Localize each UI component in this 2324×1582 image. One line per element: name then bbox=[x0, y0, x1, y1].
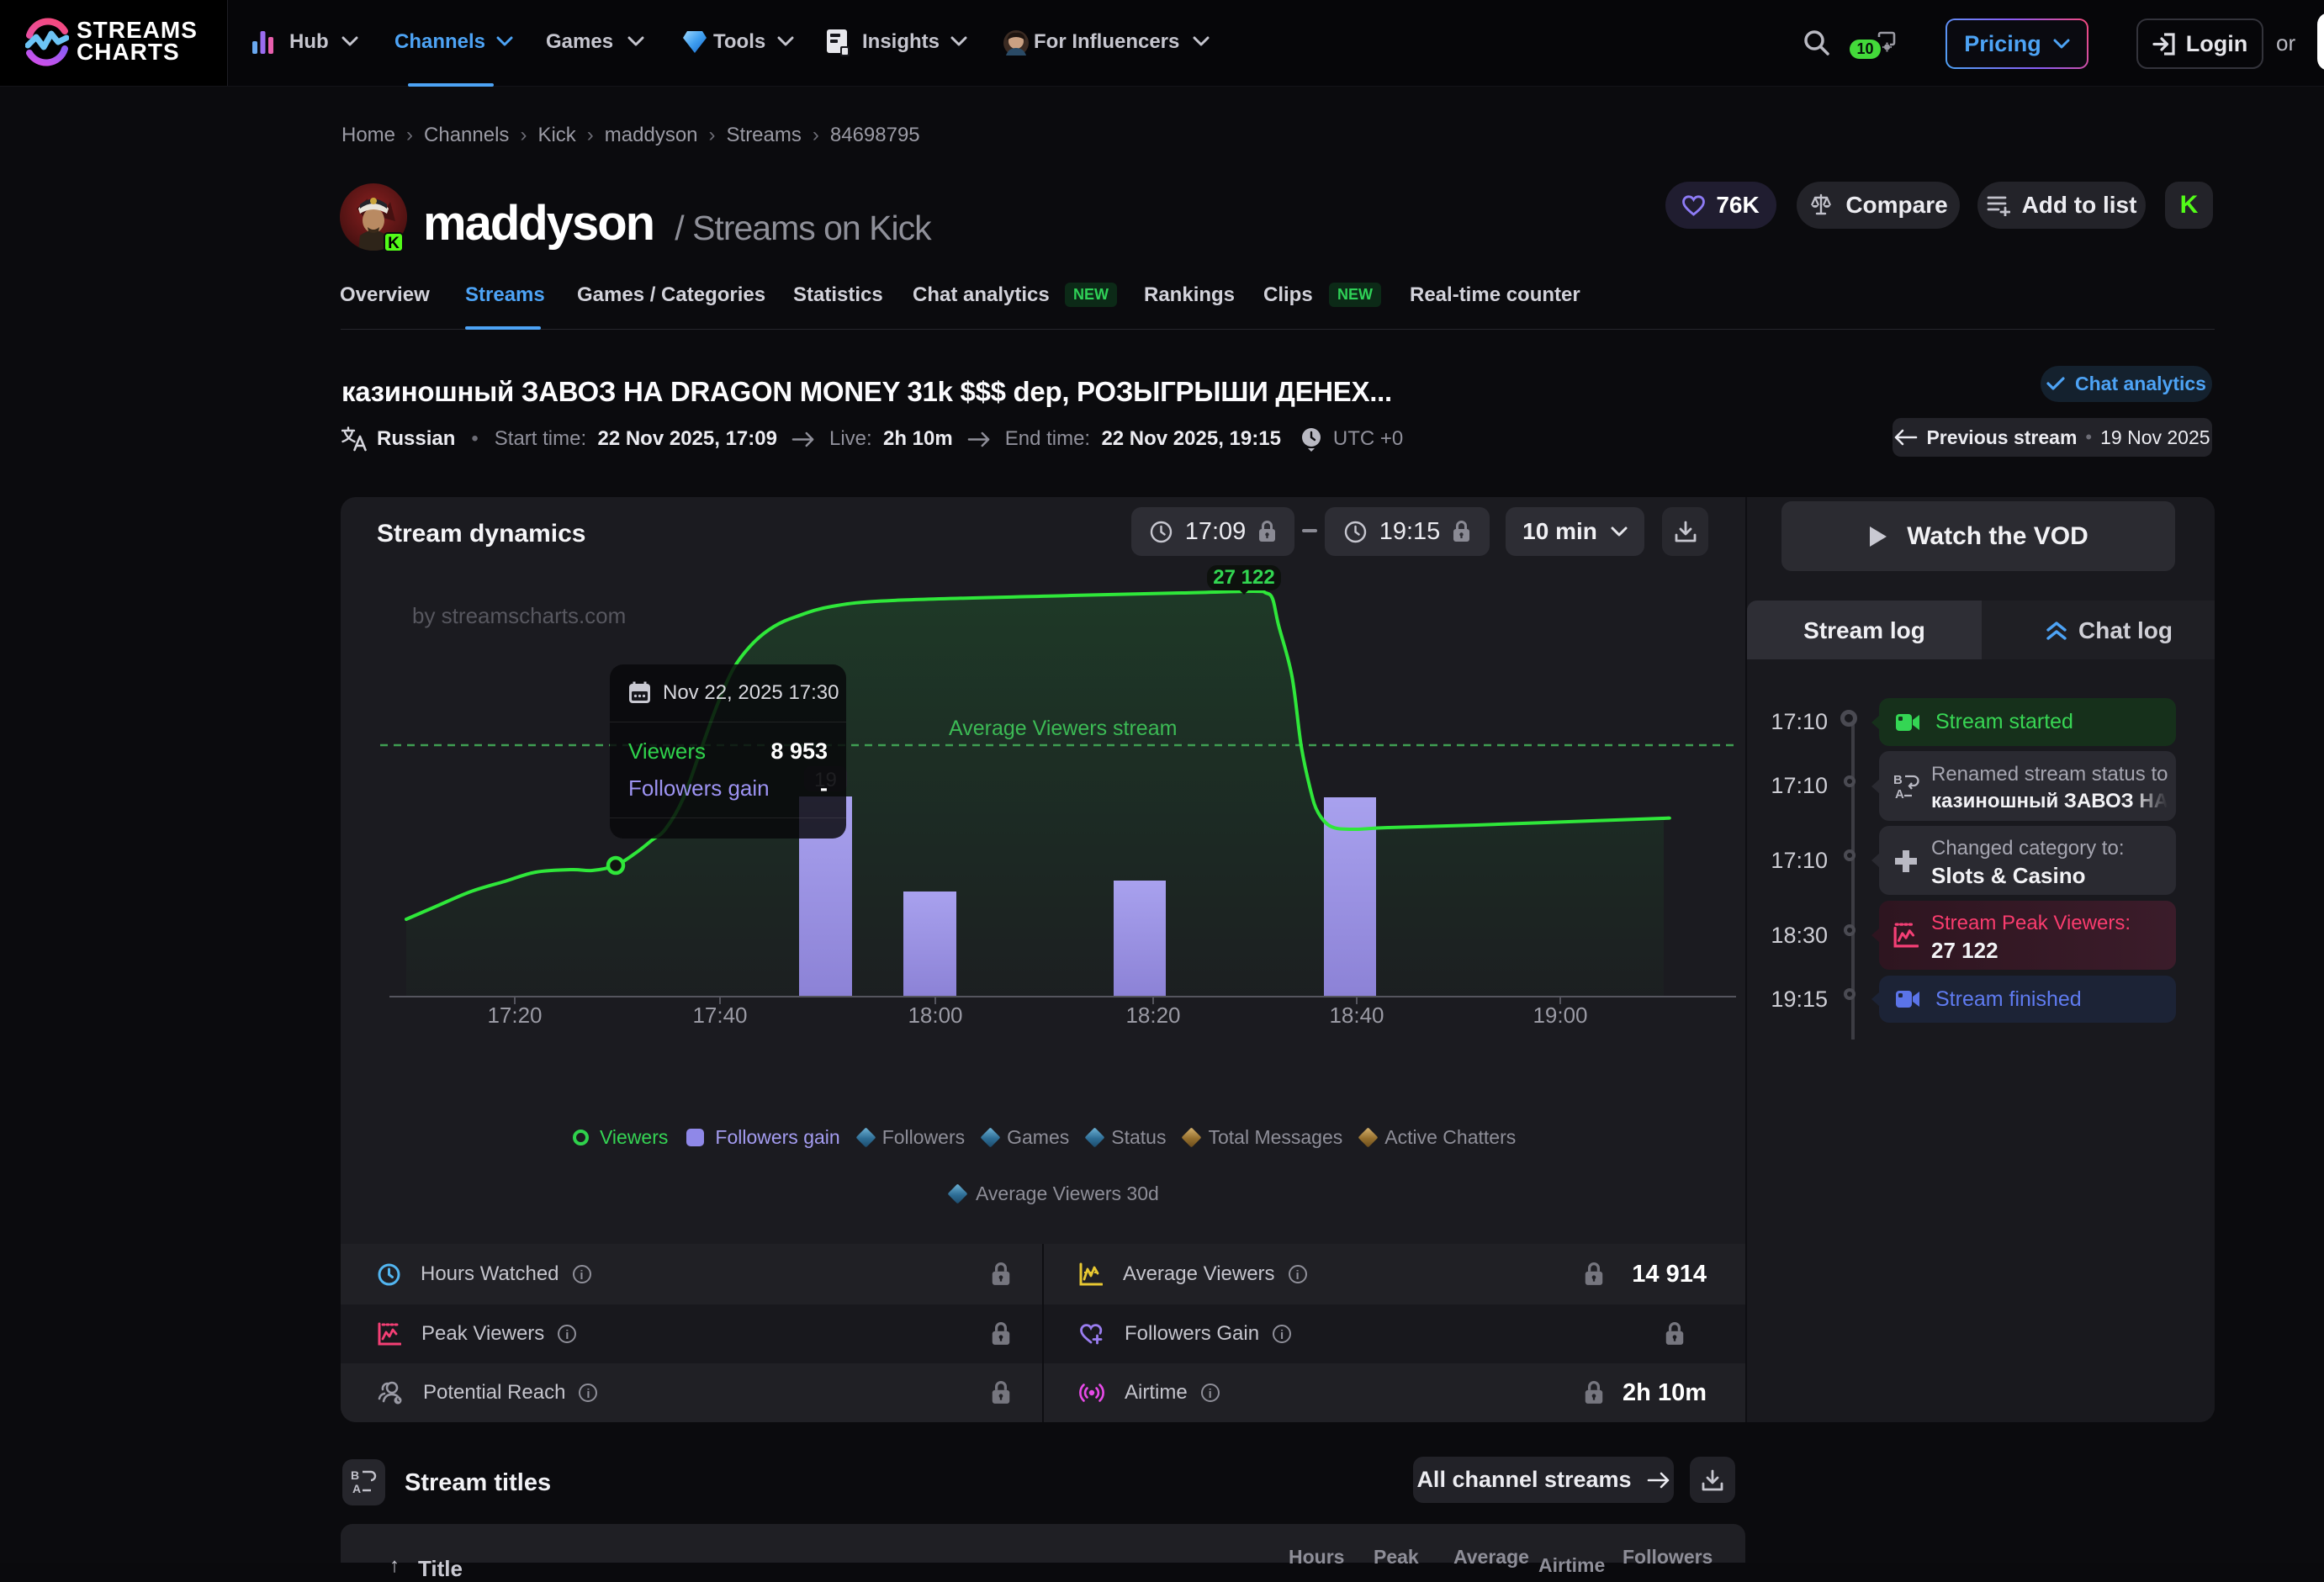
svg-text:17:20: 17:20 bbox=[487, 1003, 542, 1028]
svg-text:B: B bbox=[1893, 773, 1903, 787]
svg-text:A: A bbox=[352, 1482, 361, 1495]
svg-text:18:40: 18:40 bbox=[1329, 1003, 1384, 1028]
svg-text:A: A bbox=[1895, 787, 1904, 800]
svg-text:by streamscharts.com: by streamscharts.com bbox=[412, 603, 626, 628]
svg-text:17:40: 17:40 bbox=[692, 1003, 747, 1028]
svg-text:18:20: 18:20 bbox=[1125, 1003, 1180, 1028]
svg-text:Average Viewers stream: Average Viewers stream bbox=[949, 717, 1177, 740]
svg-text:B: B bbox=[351, 1468, 359, 1482]
svg-text:18:00: 18:00 bbox=[908, 1003, 962, 1028]
svg-text:19:00: 19:00 bbox=[1533, 1003, 1587, 1028]
